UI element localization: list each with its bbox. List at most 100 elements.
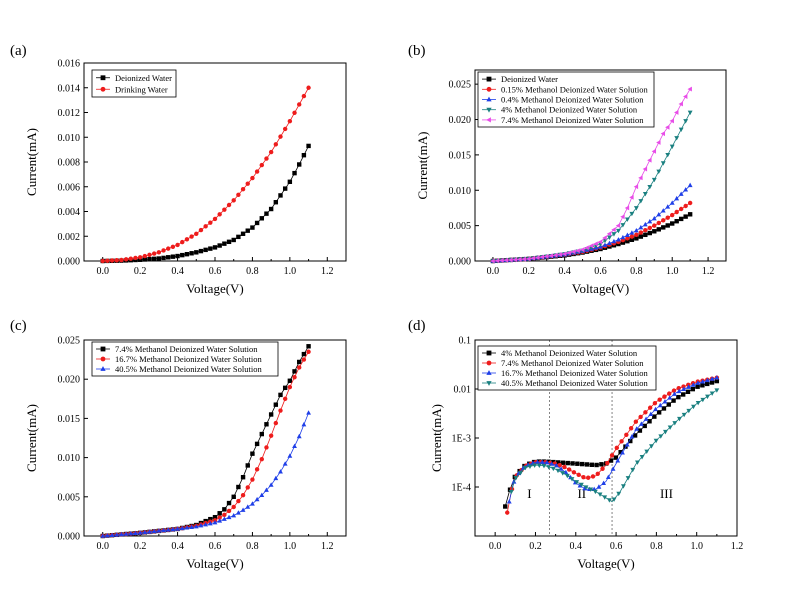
data-point <box>652 223 657 228</box>
data-series <box>100 410 311 538</box>
data-point <box>671 398 676 403</box>
data-point <box>614 445 620 451</box>
data-point <box>566 250 571 256</box>
data-point <box>226 508 232 514</box>
data-point <box>549 461 555 466</box>
data-point <box>642 423 647 429</box>
chart-panel: (d) 0.0 0.2 0.4 0.6 0.8 1.0 1.2 1E-4 1E-3 0.01 0.1 V… <box>408 318 743 571</box>
data-point <box>571 470 577 475</box>
data-point <box>254 169 260 174</box>
data-point <box>259 162 264 168</box>
data-point <box>156 528 162 533</box>
data-point <box>539 254 544 260</box>
data-point <box>657 397 662 402</box>
data-point <box>647 230 653 236</box>
x-tick-label: 1.0 <box>284 541 297 552</box>
data-point <box>189 234 194 239</box>
data-point <box>207 521 213 526</box>
data-point <box>292 375 297 380</box>
data-point <box>203 247 208 253</box>
data-point <box>665 204 671 209</box>
y-tick-label: 0.004 <box>58 207 81 218</box>
data-point <box>184 525 190 530</box>
data-point <box>536 463 542 469</box>
data-point <box>212 245 218 250</box>
data-point <box>292 443 297 448</box>
legend-box <box>91 69 177 98</box>
data-point <box>142 257 148 262</box>
x-tick-label: 1.2 <box>321 266 334 277</box>
data-point <box>662 394 667 399</box>
data-point <box>535 255 540 261</box>
data-point <box>606 498 612 503</box>
chart-panel: (b) 0.0 0.2 0.4 0.6 0.8 1.0 1.2 0.000 0.005 0.010 0… <box>408 43 727 296</box>
data-point <box>562 251 567 257</box>
data-point <box>193 523 199 529</box>
data-point <box>602 235 607 241</box>
data-point <box>652 229 657 234</box>
data-point <box>292 110 297 116</box>
data-point <box>512 257 518 263</box>
data-point <box>273 475 279 481</box>
data-point <box>208 516 213 522</box>
y-tick-label: 0.01 <box>454 385 472 396</box>
x-tick-label: 0.0 <box>96 541 109 552</box>
data-point <box>638 421 644 426</box>
data-point <box>602 495 608 500</box>
data-point <box>597 239 603 245</box>
data-point <box>114 258 119 263</box>
data-point <box>615 458 621 463</box>
data-point <box>194 231 199 236</box>
data-point <box>651 148 657 154</box>
data-point <box>683 187 689 192</box>
data-point <box>632 433 638 438</box>
data-point <box>566 467 572 472</box>
data-point <box>231 512 237 518</box>
data-point <box>686 408 692 414</box>
region-label: I <box>527 486 531 501</box>
data-point <box>133 255 138 261</box>
data-point <box>170 244 176 249</box>
y-tick-label: 0.010 <box>58 133 81 144</box>
data-point <box>569 477 575 482</box>
data-point <box>194 250 199 255</box>
data-point <box>652 414 657 419</box>
data-point <box>254 441 260 447</box>
data-point <box>189 251 194 256</box>
panel-label: (c) <box>10 318 27 334</box>
data-point <box>297 365 302 370</box>
data-point <box>618 449 623 455</box>
data-point <box>643 232 648 238</box>
data-point <box>548 253 553 259</box>
data-point <box>593 241 598 247</box>
series-line <box>492 213 691 262</box>
data-point <box>282 461 288 466</box>
data-point <box>119 531 124 537</box>
data-point <box>517 256 522 262</box>
data-point <box>647 218 653 224</box>
data-point <box>670 212 675 218</box>
data-point <box>231 494 236 499</box>
data-point <box>250 225 255 230</box>
data-point <box>678 206 684 212</box>
data-point <box>638 224 644 230</box>
y-axis-label: Current(mA) <box>415 132 430 200</box>
data-point <box>601 480 607 486</box>
data-series <box>503 378 720 509</box>
data-point <box>647 419 652 424</box>
data-point <box>254 467 260 472</box>
data-point <box>564 473 570 479</box>
data-point <box>292 369 297 374</box>
data-point <box>653 438 659 444</box>
data-point <box>669 118 674 124</box>
legend-marker <box>486 381 492 386</box>
data-point <box>128 531 134 536</box>
series-line <box>508 377 717 502</box>
data-point <box>588 243 594 249</box>
data-point <box>306 143 311 149</box>
data-point <box>541 463 547 469</box>
data-point <box>503 257 509 263</box>
data-point <box>683 214 688 219</box>
data-point <box>599 462 604 467</box>
data-point <box>600 466 605 471</box>
